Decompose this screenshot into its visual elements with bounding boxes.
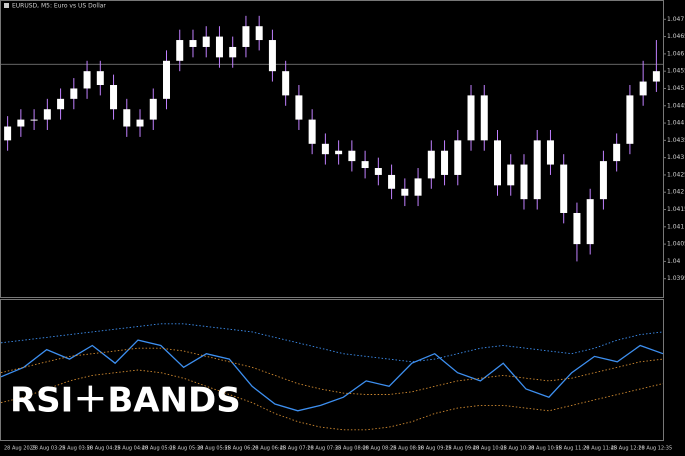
candle-body — [149, 98, 157, 120]
candle-body — [467, 95, 475, 141]
candle-body — [454, 140, 462, 175]
x-tick-label: 28 Aug 10:05 — [473, 446, 507, 452]
candle-body — [586, 199, 594, 245]
candle-body — [626, 95, 634, 144]
candle-body — [229, 46, 237, 58]
candle-body — [268, 40, 276, 72]
x-tick-label: 28 Aug 08:00 — [335, 446, 369, 452]
x-tick-label: 28 Aug 04:15 — [87, 446, 121, 452]
candle-body — [374, 168, 382, 175]
candle-body — [176, 40, 184, 61]
y-tick-label: 1.0435 — [667, 137, 685, 144]
y-tick-label: 1.0465 — [667, 33, 685, 40]
x-tick-label: 28 Aug 2025 — [4, 446, 36, 452]
candle-body — [136, 119, 144, 127]
x-tick-label: 28 Aug 11:45 — [583, 446, 617, 452]
y-tick-label: 1.04 — [667, 258, 681, 265]
candle-body — [215, 36, 223, 58]
candle-body — [308, 119, 316, 144]
candle-body — [652, 71, 660, 82]
x-tick-label: 28 Aug 07:35 — [307, 446, 341, 452]
y-tick-label: 1.044 — [667, 120, 684, 127]
x-tick-label: 28 Aug 03:25 — [32, 446, 66, 452]
candle-body — [546, 140, 554, 165]
x-tick-label: 28 Aug 06:45 — [252, 446, 286, 452]
y-tick-label: 1.042 — [667, 189, 684, 196]
y-tick-label: 1.0405 — [667, 241, 685, 248]
y-tick-label: 1.041 — [667, 223, 684, 230]
candle-body — [427, 150, 435, 179]
candle-body — [96, 71, 104, 86]
x-tick-label: 28 Aug 10:55 — [528, 446, 562, 452]
candle-body — [83, 71, 91, 89]
candle-body — [414, 178, 422, 196]
candle-body — [255, 26, 263, 41]
main-frame — [0, 0, 664, 298]
candle-body — [335, 150, 343, 155]
line-rsi — [0, 339, 664, 412]
x-tick-label: 28 Aug 10:30 — [501, 446, 535, 452]
chart-title: EURUSD, M5: Euro vs US Dollar — [12, 3, 106, 10]
candle-body — [494, 140, 501, 186]
candle-body — [70, 88, 78, 99]
candle-body — [441, 150, 449, 175]
candle-body — [599, 161, 607, 200]
candle-body — [295, 95, 303, 120]
y-tick-label: 1.0425 — [667, 171, 685, 178]
candle-body — [321, 143, 329, 155]
candle-body — [57, 98, 65, 110]
candle-body — [30, 119, 38, 121]
candle-body — [507, 164, 515, 186]
symbol-icon — [4, 3, 9, 8]
y-tick-label: 1.047 — [667, 16, 684, 23]
candle-body — [361, 161, 369, 169]
candle-body — [43, 109, 51, 120]
candle-body — [17, 119, 25, 127]
candle-body — [202, 36, 210, 47]
x-tick-label: 28 Aug 03:50 — [59, 446, 93, 452]
x-tick-label: 28 Aug 05:55 — [197, 446, 231, 452]
x-tick-label: 28 Aug 09:40 — [445, 446, 479, 452]
line-middle — [0, 347, 664, 395]
x-tick-label: 28 Aug 11:20 — [556, 446, 590, 452]
y-tick-label: 1.046 — [667, 50, 684, 57]
candle-body — [573, 212, 581, 245]
y-tick-label: 1.045 — [667, 85, 684, 92]
y-tick-label: 1.0395 — [667, 275, 685, 282]
candle-body — [520, 164, 528, 200]
x-tick-label: 28 Aug 08:25 — [363, 446, 397, 452]
indicator-title: RSI＋BANDS — [10, 381, 241, 421]
x-tick-label: 28 Aug 08:50 — [390, 446, 424, 452]
candle-body — [242, 26, 250, 47]
candle-body — [4, 126, 12, 141]
candle-body — [639, 81, 647, 96]
candle-body — [388, 174, 396, 189]
y-tick-label: 1.0445 — [667, 102, 685, 109]
x-tick-label: 28 Aug 05:05 — [142, 446, 176, 452]
x-tick-label: 28 Aug 04:40 — [114, 446, 148, 452]
candle-body — [189, 40, 197, 47]
candle-body — [163, 60, 170, 99]
x-tick-label: 28 Aug 09:15 — [418, 446, 452, 452]
candle-body — [123, 109, 131, 127]
candle-body — [282, 71, 290, 96]
x-tick-label: 28 Aug 05:30 — [170, 446, 204, 452]
x-tick-label: 28 Aug 12:10 — [611, 446, 645, 452]
candle-body — [348, 150, 356, 162]
x-tick-label: 28 Aug 07:10 — [280, 446, 314, 452]
y-tick-label: 1.043 — [667, 154, 684, 161]
candle-body — [613, 143, 621, 162]
y-tick-label: 1.0415 — [667, 206, 685, 213]
candle-body — [480, 95, 488, 141]
sub-frame — [0, 299, 664, 441]
x-tick-label: 28 Aug 12:35 — [638, 446, 672, 452]
x-tick-label: 28 Aug 06:20 — [225, 446, 259, 452]
candle-body — [533, 140, 541, 200]
candle-body — [110, 85, 118, 110]
y-tick-label: 1.0455 — [667, 68, 685, 75]
candle-body — [401, 188, 409, 196]
candle-body — [560, 164, 568, 213]
